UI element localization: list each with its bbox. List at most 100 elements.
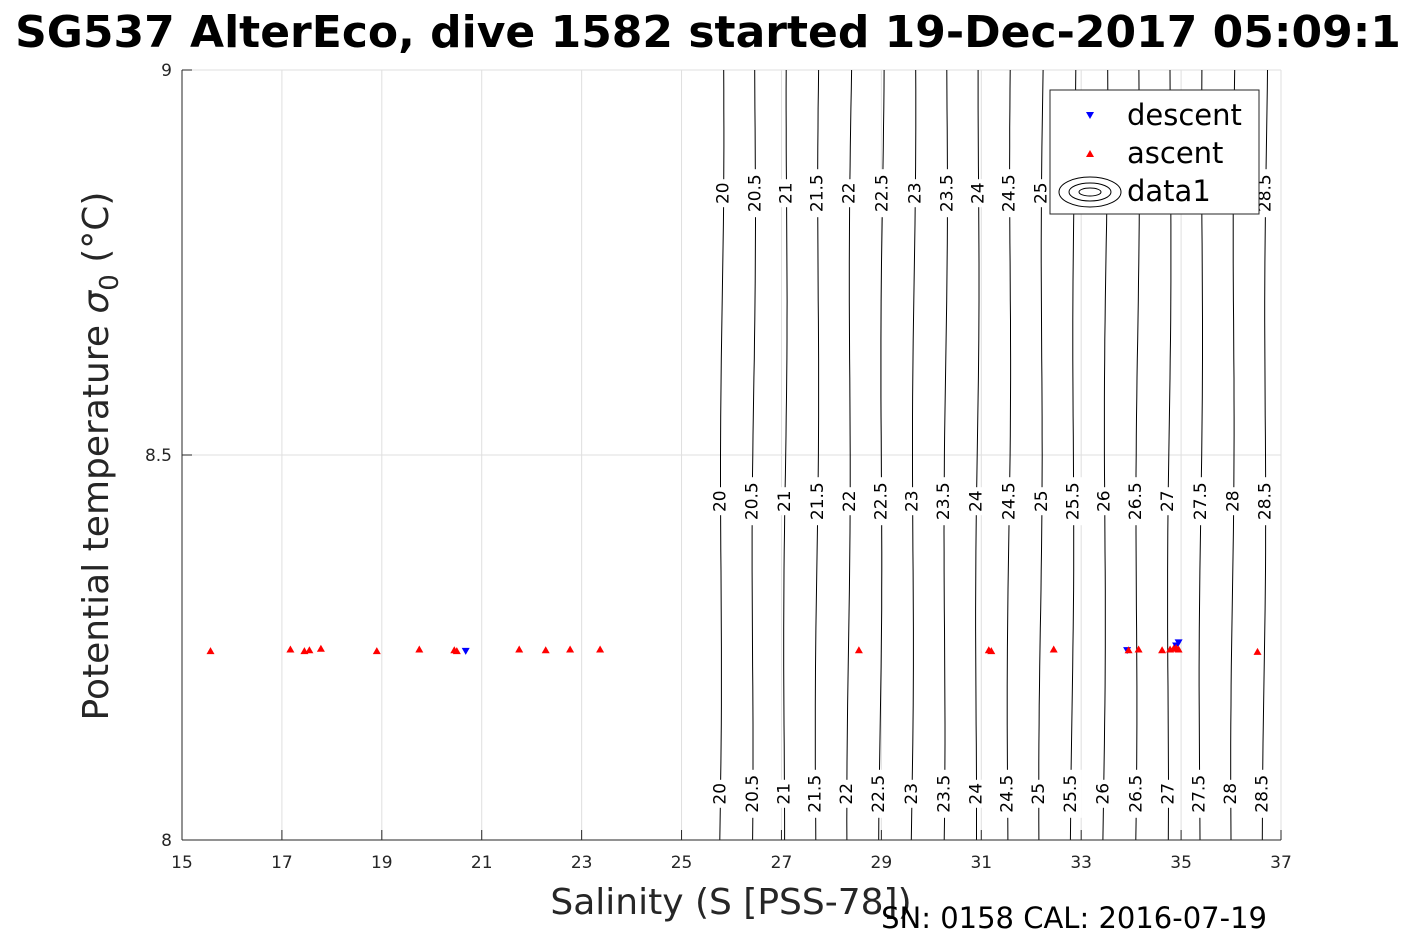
x-tick-label-25: 25: [671, 853, 693, 873]
contour-label-23.5: 23.5: [934, 482, 954, 520]
contour-label-25: 25: [1031, 182, 1051, 204]
x-tick-label-37: 37: [1270, 853, 1292, 873]
legend-ascent-label: ascent: [1127, 136, 1223, 170]
contour-label-28: 28: [1224, 490, 1244, 512]
x-axis-label: Salinity (S [PSS-78]): [550, 882, 911, 923]
contour-label-bg: [1157, 487, 1180, 516]
contour-label-25.5: 25.5: [1061, 775, 1081, 813]
contour-label-bg: [839, 487, 862, 516]
ascent-point: [1124, 646, 1133, 654]
contour-label-bg: [838, 179, 861, 208]
contour-label-25.5: 25.5: [1064, 482, 1084, 520]
chart-title: SG537 AlterEco, dive 1582 started 19-Dec…: [15, 7, 1401, 58]
contour-label-20: 20: [714, 182, 734, 204]
ascent-point: [305, 646, 314, 654]
ascent-point: [206, 647, 215, 655]
ascent-point: [541, 646, 550, 654]
contour-label-bg: [806, 477, 829, 526]
contour-label-20.5: 20.5: [743, 775, 763, 813]
contour-label-bg: [709, 779, 732, 808]
ascent-point: [854, 646, 863, 654]
ascent-point: [372, 647, 381, 655]
contour-label-27: 27: [1158, 490, 1178, 512]
contour-label-24.5: 24.5: [999, 482, 1019, 520]
contour-label-bg: [967, 179, 990, 208]
contour-label-bg: [1219, 779, 1242, 808]
contour-label-bg: [933, 477, 956, 526]
ascent-point: [1134, 645, 1143, 653]
contour-label-21.5: 21.5: [808, 174, 828, 212]
contour-label-21: 21: [775, 783, 795, 805]
y-axis-label: Potential temperature σ0 (°C): [76, 192, 125, 721]
contour-label-bg: [870, 477, 893, 526]
contour-label-20: 20: [711, 783, 731, 805]
contour-label-bg: [1092, 779, 1115, 808]
descent-point: [461, 647, 470, 655]
contour-label-bg: [709, 487, 732, 516]
ascent-point: [987, 647, 996, 655]
contour-label-bg: [744, 169, 767, 218]
contour-label-24: 24: [967, 783, 987, 805]
contour-label-bg: [712, 179, 735, 208]
ascent-point: [1158, 646, 1167, 654]
contour-label-bg: [1157, 779, 1180, 808]
contour-label-22: 22: [840, 182, 860, 204]
y-axis-label-subscript: 0: [95, 274, 125, 291]
x-axis-ticks: 15 17 19 21 23 25 27 29 31 33 35 37: [171, 830, 1292, 873]
x-tick-label-31: 31: [970, 853, 992, 873]
y-axis-label-main: Potential temperature: [76, 314, 117, 721]
contour-label-26.5: 26.5: [1126, 775, 1146, 813]
contour-label-23: 23: [903, 490, 923, 512]
contour-label-bg: [965, 487, 988, 516]
legend: descent ascent data1: [1049, 89, 1260, 215]
legend-ascent-marker: [1086, 150, 1094, 157]
legend-contour-label: data1: [1127, 174, 1211, 208]
contour-label-21: 21: [777, 182, 797, 204]
descent-point: [1174, 639, 1183, 647]
contour-label-bg: [901, 779, 924, 808]
contour-label-bg: [1254, 477, 1277, 526]
contour-label-bg: [1093, 487, 1116, 516]
contour-label-22.5: 22.5: [872, 482, 892, 520]
contour-label-28.5: 28.5: [1256, 174, 1276, 212]
contour-label-bg: [1059, 769, 1082, 818]
legend-box: [1049, 89, 1260, 215]
contour-label-22: 22: [837, 783, 857, 805]
contour-label-bg: [835, 779, 858, 808]
contour-label-bg: [871, 169, 894, 218]
legend-descent-label: descent: [1127, 98, 1242, 132]
contour-label-21.5: 21.5: [808, 482, 828, 520]
x-tick-label-23: 23: [571, 853, 593, 873]
ascent-point: [1174, 645, 1183, 653]
contour-label-bg: [1125, 769, 1148, 818]
contour-label-21: 21: [775, 490, 795, 512]
contour-label-bg: [998, 169, 1021, 218]
contour-label-25: 25: [1032, 490, 1052, 512]
contour-label-bg: [1189, 477, 1212, 526]
x-tick-label-33: 33: [1070, 853, 1092, 873]
contour-label-24.5: 24.5: [1000, 174, 1020, 212]
x-tick-label-17: 17: [271, 853, 293, 873]
ascent-point: [1253, 647, 1262, 655]
contour-label-23: 23: [902, 783, 922, 805]
contour-label-26: 26: [1094, 783, 1114, 805]
contour-label-28.5: 28.5: [1256, 482, 1276, 520]
y-tick-label-8.5: 8.5: [145, 446, 172, 466]
x-tick-label-27: 27: [771, 853, 793, 873]
contour-label-bg: [773, 779, 796, 808]
contour-label-bg: [1030, 179, 1053, 208]
contour-label-24: 24: [969, 182, 989, 204]
contour-label-bg: [996, 769, 1019, 818]
contour-label-28: 28: [1221, 783, 1241, 805]
legend-contour-marker: [1058, 176, 1122, 208]
contour-label-22: 22: [840, 490, 860, 512]
x-tick-label-15: 15: [171, 853, 193, 873]
contour-label-20.5: 20.5: [745, 174, 765, 212]
contour-label-23: 23: [905, 182, 925, 204]
legend-descent-marker: [1086, 112, 1094, 119]
contour-label-bg: [904, 179, 927, 208]
contour-label-bg: [1222, 487, 1245, 516]
contour-label-24: 24: [967, 490, 987, 512]
contour-label-23.5: 23.5: [937, 174, 957, 212]
x-tick-label-29: 29: [871, 853, 893, 873]
